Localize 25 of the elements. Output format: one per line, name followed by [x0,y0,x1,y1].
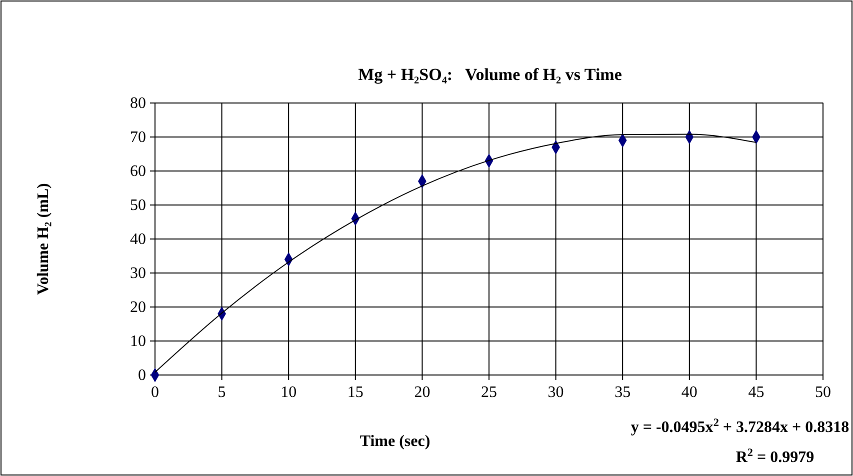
y-tick-label: 0 [138,367,146,384]
x-tick-label: 35 [614,384,631,401]
text: R$^{2}$ = 0.9979 [736,447,814,466]
y-axis-title: Volume H₂ (mL) [35,183,52,295]
x-tick-label: 10 [280,384,297,401]
x-tick-label: 25 [481,384,497,401]
x-tick-label: 50 [815,384,831,401]
y-tick-label: 70 [130,129,146,146]
x-tick-label: 40 [681,384,698,401]
y-tick-label: 30 [130,265,146,282]
x-tick-label: 0 [151,384,159,401]
x-tick-label: 30 [548,384,564,401]
y-tick-label: 10 [130,333,146,350]
y-tick-label: 60 [130,163,146,180]
y-tick-label: 40 [130,231,146,248]
text: y = -0.0495x$^{2}$ + 3.7284x + 0.8318 [630,417,850,436]
x-tick-label: 5 [218,384,226,401]
chart-title: Mg + H₂SO₄: Volume of H₂ vs Time [358,65,622,84]
x-tick-label: 45 [748,384,764,401]
y-tick-label: 80 [130,95,146,112]
y-tick-label: 20 [130,299,146,316]
x-tick-label: 15 [347,384,364,401]
y-tick-label: 50 [130,197,146,214]
x-tick-label: 20 [414,384,430,401]
x-axis-title: Time (sec) [360,433,430,450]
